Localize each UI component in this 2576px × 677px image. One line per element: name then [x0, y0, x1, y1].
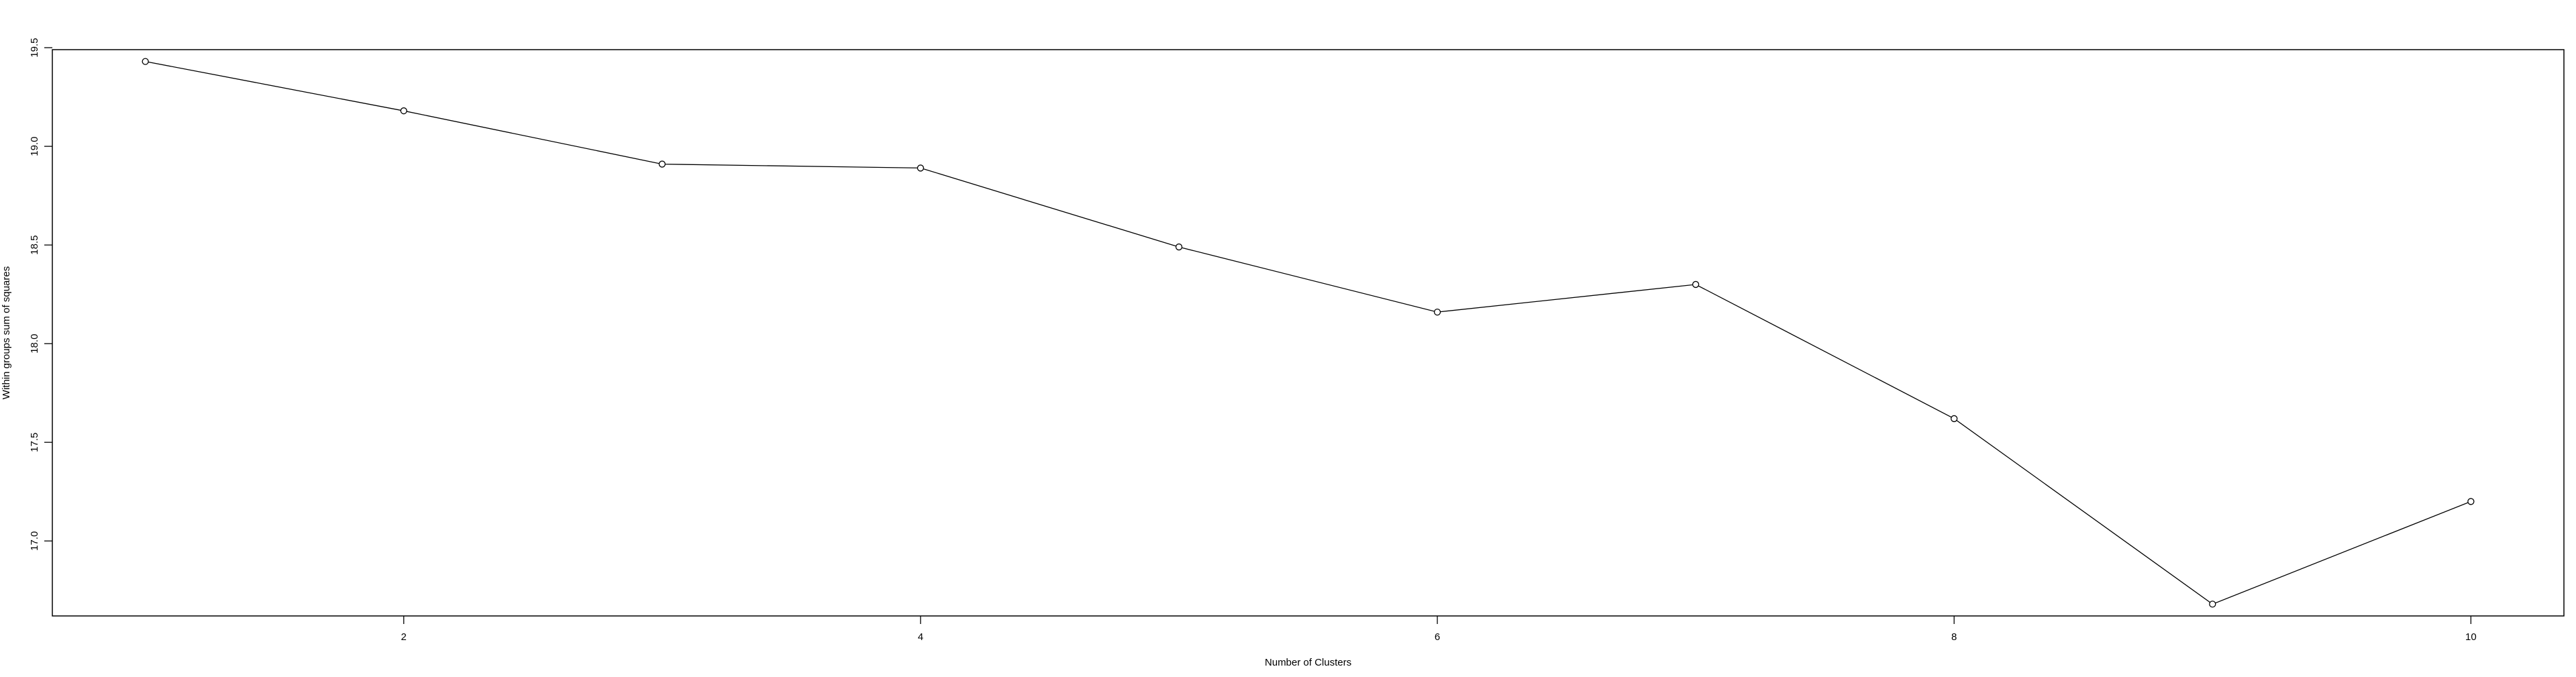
data-point: [1951, 415, 1958, 423]
data-point: [917, 164, 925, 172]
data-point: [400, 107, 407, 115]
data-point: [1175, 243, 1183, 251]
x-tick-label: 6: [1435, 631, 1440, 643]
y-tick-label: 17.0: [29, 531, 40, 551]
y-tick-label: 19.0: [29, 136, 40, 156]
data-point: [2209, 601, 2216, 608]
plot-frame: [52, 49, 2565, 617]
y-tick-label: 18.0: [29, 334, 40, 354]
x-axis: 2 4 6 8 10: [401, 616, 2477, 643]
series-points: [142, 58, 2475, 608]
series-line: [145, 60, 2471, 605]
x-tick-label: 4: [918, 631, 923, 643]
x-tick-label: 2: [401, 631, 407, 643]
x-axis-label: Number of Clusters: [1265, 657, 1351, 668]
data-point: [142, 58, 149, 65]
data-point: [1692, 280, 1700, 289]
y-axis-label: Within groups sum of squares: [1, 266, 12, 399]
x-tick-label: 10: [2465, 631, 2477, 643]
data-point: [1433, 308, 1441, 316]
y-tick-label: 19.5: [29, 38, 40, 57]
x-tick-label: 8: [1951, 631, 1957, 643]
data-point: [2467, 498, 2475, 505]
y-axis: 17.0 17.5 18.0 18.5 19.0 19.5: [29, 38, 52, 551]
y-tick-label: 17.5: [29, 433, 40, 452]
data-point: [658, 160, 666, 168]
y-tick-label: 18.5: [29, 236, 40, 255]
